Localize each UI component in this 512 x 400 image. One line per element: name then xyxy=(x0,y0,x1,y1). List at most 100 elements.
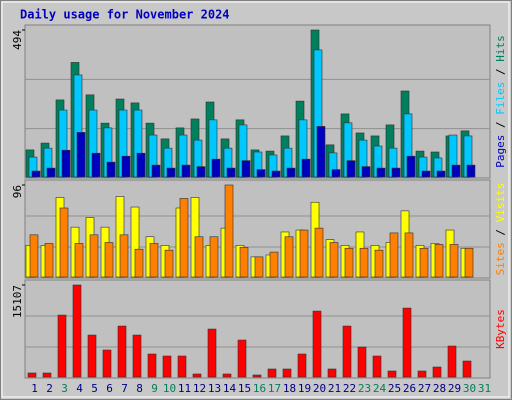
bar xyxy=(181,164,191,178)
legend-separator: / xyxy=(494,115,507,135)
bar xyxy=(91,152,101,178)
bar xyxy=(252,374,262,378)
bar xyxy=(164,249,174,278)
bar xyxy=(312,310,322,378)
x-tick-label: 4 xyxy=(76,382,83,395)
legend-entry: Sites xyxy=(494,242,507,275)
bar xyxy=(76,132,86,178)
bar xyxy=(74,243,84,278)
bar xyxy=(464,247,474,278)
legend-separator: / xyxy=(494,222,507,242)
bar xyxy=(451,164,461,178)
bar xyxy=(119,234,129,278)
bar xyxy=(419,247,429,278)
x-tick-label: 27 xyxy=(418,382,431,395)
bar xyxy=(46,167,56,178)
x-tick-label: 5 xyxy=(91,382,98,395)
x-tick-label: 16 xyxy=(253,382,266,395)
bar xyxy=(342,325,352,378)
x-tick-label: 14 xyxy=(223,382,237,395)
bar xyxy=(42,372,52,378)
x-tick-label: 21 xyxy=(328,382,341,395)
bar xyxy=(372,355,382,378)
bar xyxy=(162,355,172,378)
bar xyxy=(331,169,341,178)
bar xyxy=(421,170,431,178)
bar xyxy=(226,167,236,178)
bar xyxy=(284,236,294,278)
bar xyxy=(44,243,54,278)
bar xyxy=(211,158,221,178)
bar xyxy=(391,167,401,178)
bar xyxy=(404,232,414,278)
bar xyxy=(121,155,131,178)
bar xyxy=(117,325,127,378)
bar xyxy=(239,246,249,278)
bar xyxy=(389,232,399,278)
bar xyxy=(166,167,176,178)
x-tick-label: 20 xyxy=(313,382,326,395)
bar xyxy=(417,370,427,378)
bar xyxy=(436,170,446,178)
bar xyxy=(61,149,71,178)
bar xyxy=(136,152,146,178)
legend: KBytes xyxy=(494,309,507,349)
bar xyxy=(301,158,311,178)
bar xyxy=(27,372,37,378)
x-tick-label: 26 xyxy=(403,382,416,395)
x-tick-label: 23 xyxy=(358,382,371,395)
bar xyxy=(269,251,279,278)
bar xyxy=(104,242,114,278)
x-tick-label: 18 xyxy=(283,382,296,395)
legend: Pages / Files / Hits xyxy=(494,35,507,168)
bar xyxy=(149,243,159,278)
x-tick-label: 1 xyxy=(31,382,38,395)
x-tick-label: 17 xyxy=(268,382,281,395)
x-tick-label: 6 xyxy=(106,382,113,395)
bar xyxy=(316,126,326,178)
legend-entry: KBytes xyxy=(494,309,507,349)
bar xyxy=(376,167,386,178)
bar xyxy=(434,244,444,278)
bar xyxy=(462,360,472,378)
bar xyxy=(327,368,337,378)
bar xyxy=(432,366,442,378)
x-tick-label: 2 xyxy=(46,382,53,395)
bar xyxy=(449,244,459,278)
x-tick-label: 12 xyxy=(193,382,206,395)
bar xyxy=(196,166,206,178)
bar xyxy=(282,368,292,378)
y-tick-label: 96 xyxy=(11,185,24,198)
bar xyxy=(267,368,277,378)
bar xyxy=(357,346,367,378)
bar xyxy=(254,256,264,278)
bar xyxy=(177,355,187,378)
x-tick-label: 29 xyxy=(448,382,461,395)
bar xyxy=(374,249,384,278)
x-tick-label: 13 xyxy=(208,382,221,395)
x-tick-label: 31 xyxy=(478,382,491,395)
bar xyxy=(447,345,457,378)
x-tick-label: 22 xyxy=(343,382,356,395)
x-tick-label: 7 xyxy=(121,382,128,395)
x-tick-label: 8 xyxy=(136,382,143,395)
legend-separator: / xyxy=(494,62,507,82)
bar xyxy=(57,314,67,378)
bar xyxy=(29,234,39,278)
bar xyxy=(299,229,309,278)
bar xyxy=(194,236,204,278)
bar xyxy=(31,170,41,178)
bar xyxy=(222,373,232,378)
x-tick-label: 10 xyxy=(163,382,176,395)
bar xyxy=(87,334,97,378)
bar xyxy=(237,339,247,378)
x-tick-label: 25 xyxy=(388,382,401,395)
bar xyxy=(224,184,234,278)
bar xyxy=(179,198,189,278)
bar xyxy=(359,247,369,278)
legend: Sites / Visits xyxy=(494,183,507,276)
x-tick-label: 3 xyxy=(61,382,68,395)
x-tick-label: 11 xyxy=(178,382,191,395)
bar xyxy=(106,161,116,178)
